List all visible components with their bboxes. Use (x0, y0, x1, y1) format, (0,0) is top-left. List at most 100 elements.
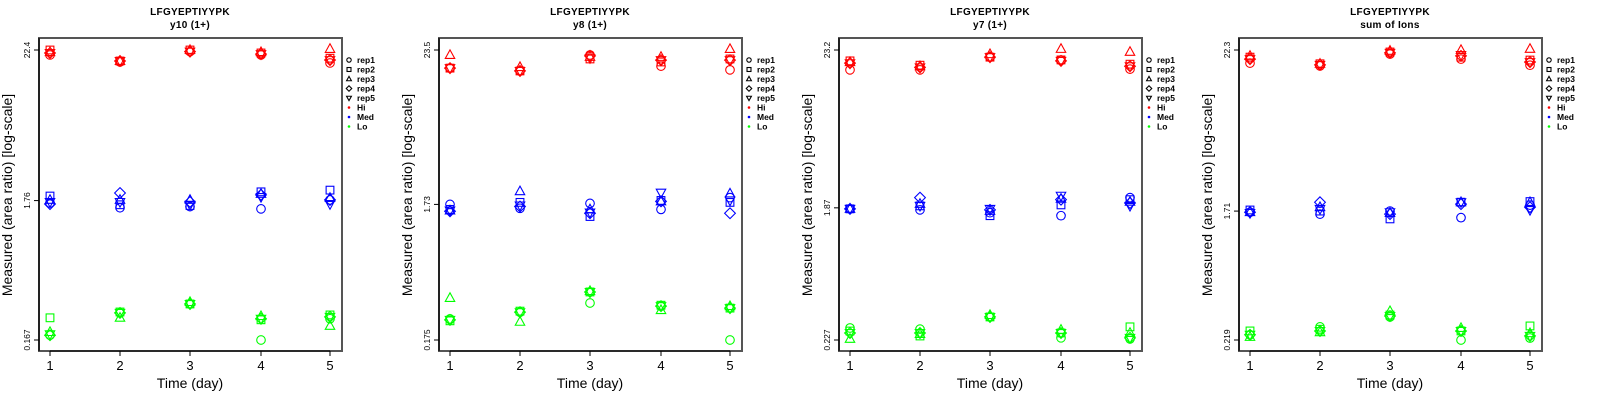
panel-3: LFGYEPTIYYPK y7 (1+) 23.2 1.87 0.227 1 2 3 4 5 Tim… (799, 7, 1175, 391)
point-lo-day1-rep3 (844, 332, 856, 343)
point-lo-day2-rep5 (514, 308, 526, 319)
legend-symbol-rep1 (346, 57, 352, 63)
point-lo-day3-rep3 (1384, 304, 1396, 316)
x-tick-label: 5 (1526, 358, 1533, 373)
series-hi (43, 42, 337, 68)
point-hi-day1-rep3 (844, 55, 856, 67)
point-lo-day1-rep5 (844, 328, 856, 340)
point-lo-day1-rep5 (1244, 330, 1256, 342)
point-hi-day2-rep3 (1314, 57, 1326, 68)
point-med-day4-rep4 (654, 195, 668, 208)
point-med-day4-rep1 (256, 204, 266, 214)
point-lo-day3-rep5 (984, 312, 996, 324)
point-med-day5-rep4 (1123, 196, 1137, 210)
x-axis-label: Time (day) (957, 375, 1023, 391)
plot-frame (38, 37, 343, 352)
point-hi-day3-rep3 (584, 50, 596, 61)
x-tick-label: 5 (326, 358, 333, 373)
y-tick-label: 1.71 (1222, 203, 1232, 220)
point-med-day1-rep3 (1244, 205, 1256, 217)
point-lo-day2-rep3 (514, 315, 526, 326)
point-med-day2-rep5 (1314, 204, 1326, 216)
point-med-day5-rep4 (323, 193, 337, 207)
x-tick-label: 3 (986, 358, 993, 373)
legend-label-rep4: rep4 (1557, 84, 1575, 94)
y-tick-label: 0.175 (422, 329, 432, 351)
y-tick-label: 22.3 (1222, 41, 1232, 58)
legend-symbol-rep3 (745, 75, 753, 82)
legend-dot-med (1147, 115, 1151, 119)
point-med-day5-rep5 (1524, 206, 1536, 217)
point-med-day2-rep3 (114, 193, 126, 204)
legend-dot-lo (1547, 125, 1551, 128)
chart-title: LFGYEPTIYYPK (550, 7, 630, 18)
point-med-day3-rep4 (183, 195, 197, 209)
x-tick-label: 4 (657, 358, 664, 373)
legend-label-med: Med (1157, 112, 1174, 122)
x-tick-label: 1 (1246, 358, 1253, 373)
legend-symbol-rep1 (1146, 57, 1152, 63)
point-hi-day3-rep5 (1384, 48, 1396, 60)
point-hi-day5-rep3 (1124, 45, 1136, 56)
legend-label-rep4: rep4 (357, 84, 375, 94)
point-lo-day4-rep1 (256, 335, 266, 345)
point-lo-day5-rep2 (1125, 322, 1135, 332)
point-hi-day3-rep5 (584, 54, 596, 65)
legend-label-rep5: rep5 (1157, 93, 1175, 103)
point-med-day3-rep5 (984, 204, 996, 216)
legend-label-rep2: rep2 (357, 65, 375, 75)
point-med-day1-rep3 (44, 193, 56, 204)
point-hi-day1-rep1 (845, 65, 855, 75)
legend-dot-hi (1147, 106, 1151, 109)
legend-symbol-rep2 (1546, 66, 1552, 73)
series-med (443, 184, 737, 221)
point-hi-day2-rep3 (114, 54, 126, 65)
point-hi-day4-rep5 (255, 50, 267, 61)
legend-label-med: Med (357, 112, 374, 122)
point-med-day1-rep5 (1244, 208, 1256, 220)
legend-symbol-rep5 (345, 95, 353, 102)
point-med-day4-rep4 (1054, 193, 1068, 206)
legend-label-rep5: rep5 (757, 93, 775, 103)
x-axis-label: Time (day) (557, 375, 623, 391)
point-lo-day1-rep2 (45, 313, 55, 323)
point-hi-day3-rep5 (184, 47, 196, 58)
point-hi-day2-rep3 (514, 60, 526, 72)
legend-label-med: Med (757, 112, 774, 122)
y-tick-label: 1.87 (822, 199, 832, 216)
legend-label-rep3: rep3 (357, 74, 375, 84)
point-med-day1-rep1 (445, 199, 455, 210)
legend-label-rep3: rep3 (1157, 74, 1175, 84)
series-lo (443, 284, 737, 345)
legend-symbol-rep2 (746, 66, 752, 73)
point-hi-day4-rep3 (1055, 42, 1067, 53)
series-lo (43, 295, 337, 345)
legend-symbol-rep4 (345, 84, 353, 93)
point-med-day3-rep4 (1383, 207, 1397, 221)
legend-label-rep1: rep1 (757, 55, 775, 65)
point-lo-day4-rep5 (1055, 328, 1067, 340)
y-tick-label: 1.73 (422, 196, 432, 213)
point-med-day2-rep3 (1314, 200, 1326, 212)
legend-dot-hi (347, 106, 351, 109)
point-hi-day1-rep5 (1244, 55, 1256, 66)
point-med-day2-rep2 (115, 200, 125, 210)
chart-title: LFGYEPTIYYPK (150, 7, 230, 18)
y-axis-label: Measured (area ratio) [log-scale] (399, 94, 415, 296)
x-axis-label: Time (day) (157, 375, 223, 391)
x-tick-label: 1 (846, 358, 853, 373)
x-tick-label: 3 (586, 358, 593, 373)
legend-label-rep3: rep3 (1557, 74, 1575, 84)
point-med-day2-rep4 (113, 186, 127, 200)
legend-label-rep3: rep3 (757, 74, 775, 84)
legend-symbol-rep3 (345, 75, 353, 82)
panel-1: LFGYEPTIYYPK y10 (1+) 22.4 1.76 0.167 1 2 3 4 5 Ti… (0, 7, 375, 391)
point-med-day4-rep5 (655, 188, 667, 199)
y-tick-label: 0.227 (822, 329, 832, 351)
legend-symbol-rep5 (1545, 95, 1553, 102)
point-med-day5-rep5 (1124, 201, 1136, 213)
point-lo-day5-rep3 (324, 319, 336, 330)
point-med-day1-rep5 (44, 197, 56, 209)
point-med-day3-rep2 (1385, 214, 1395, 224)
